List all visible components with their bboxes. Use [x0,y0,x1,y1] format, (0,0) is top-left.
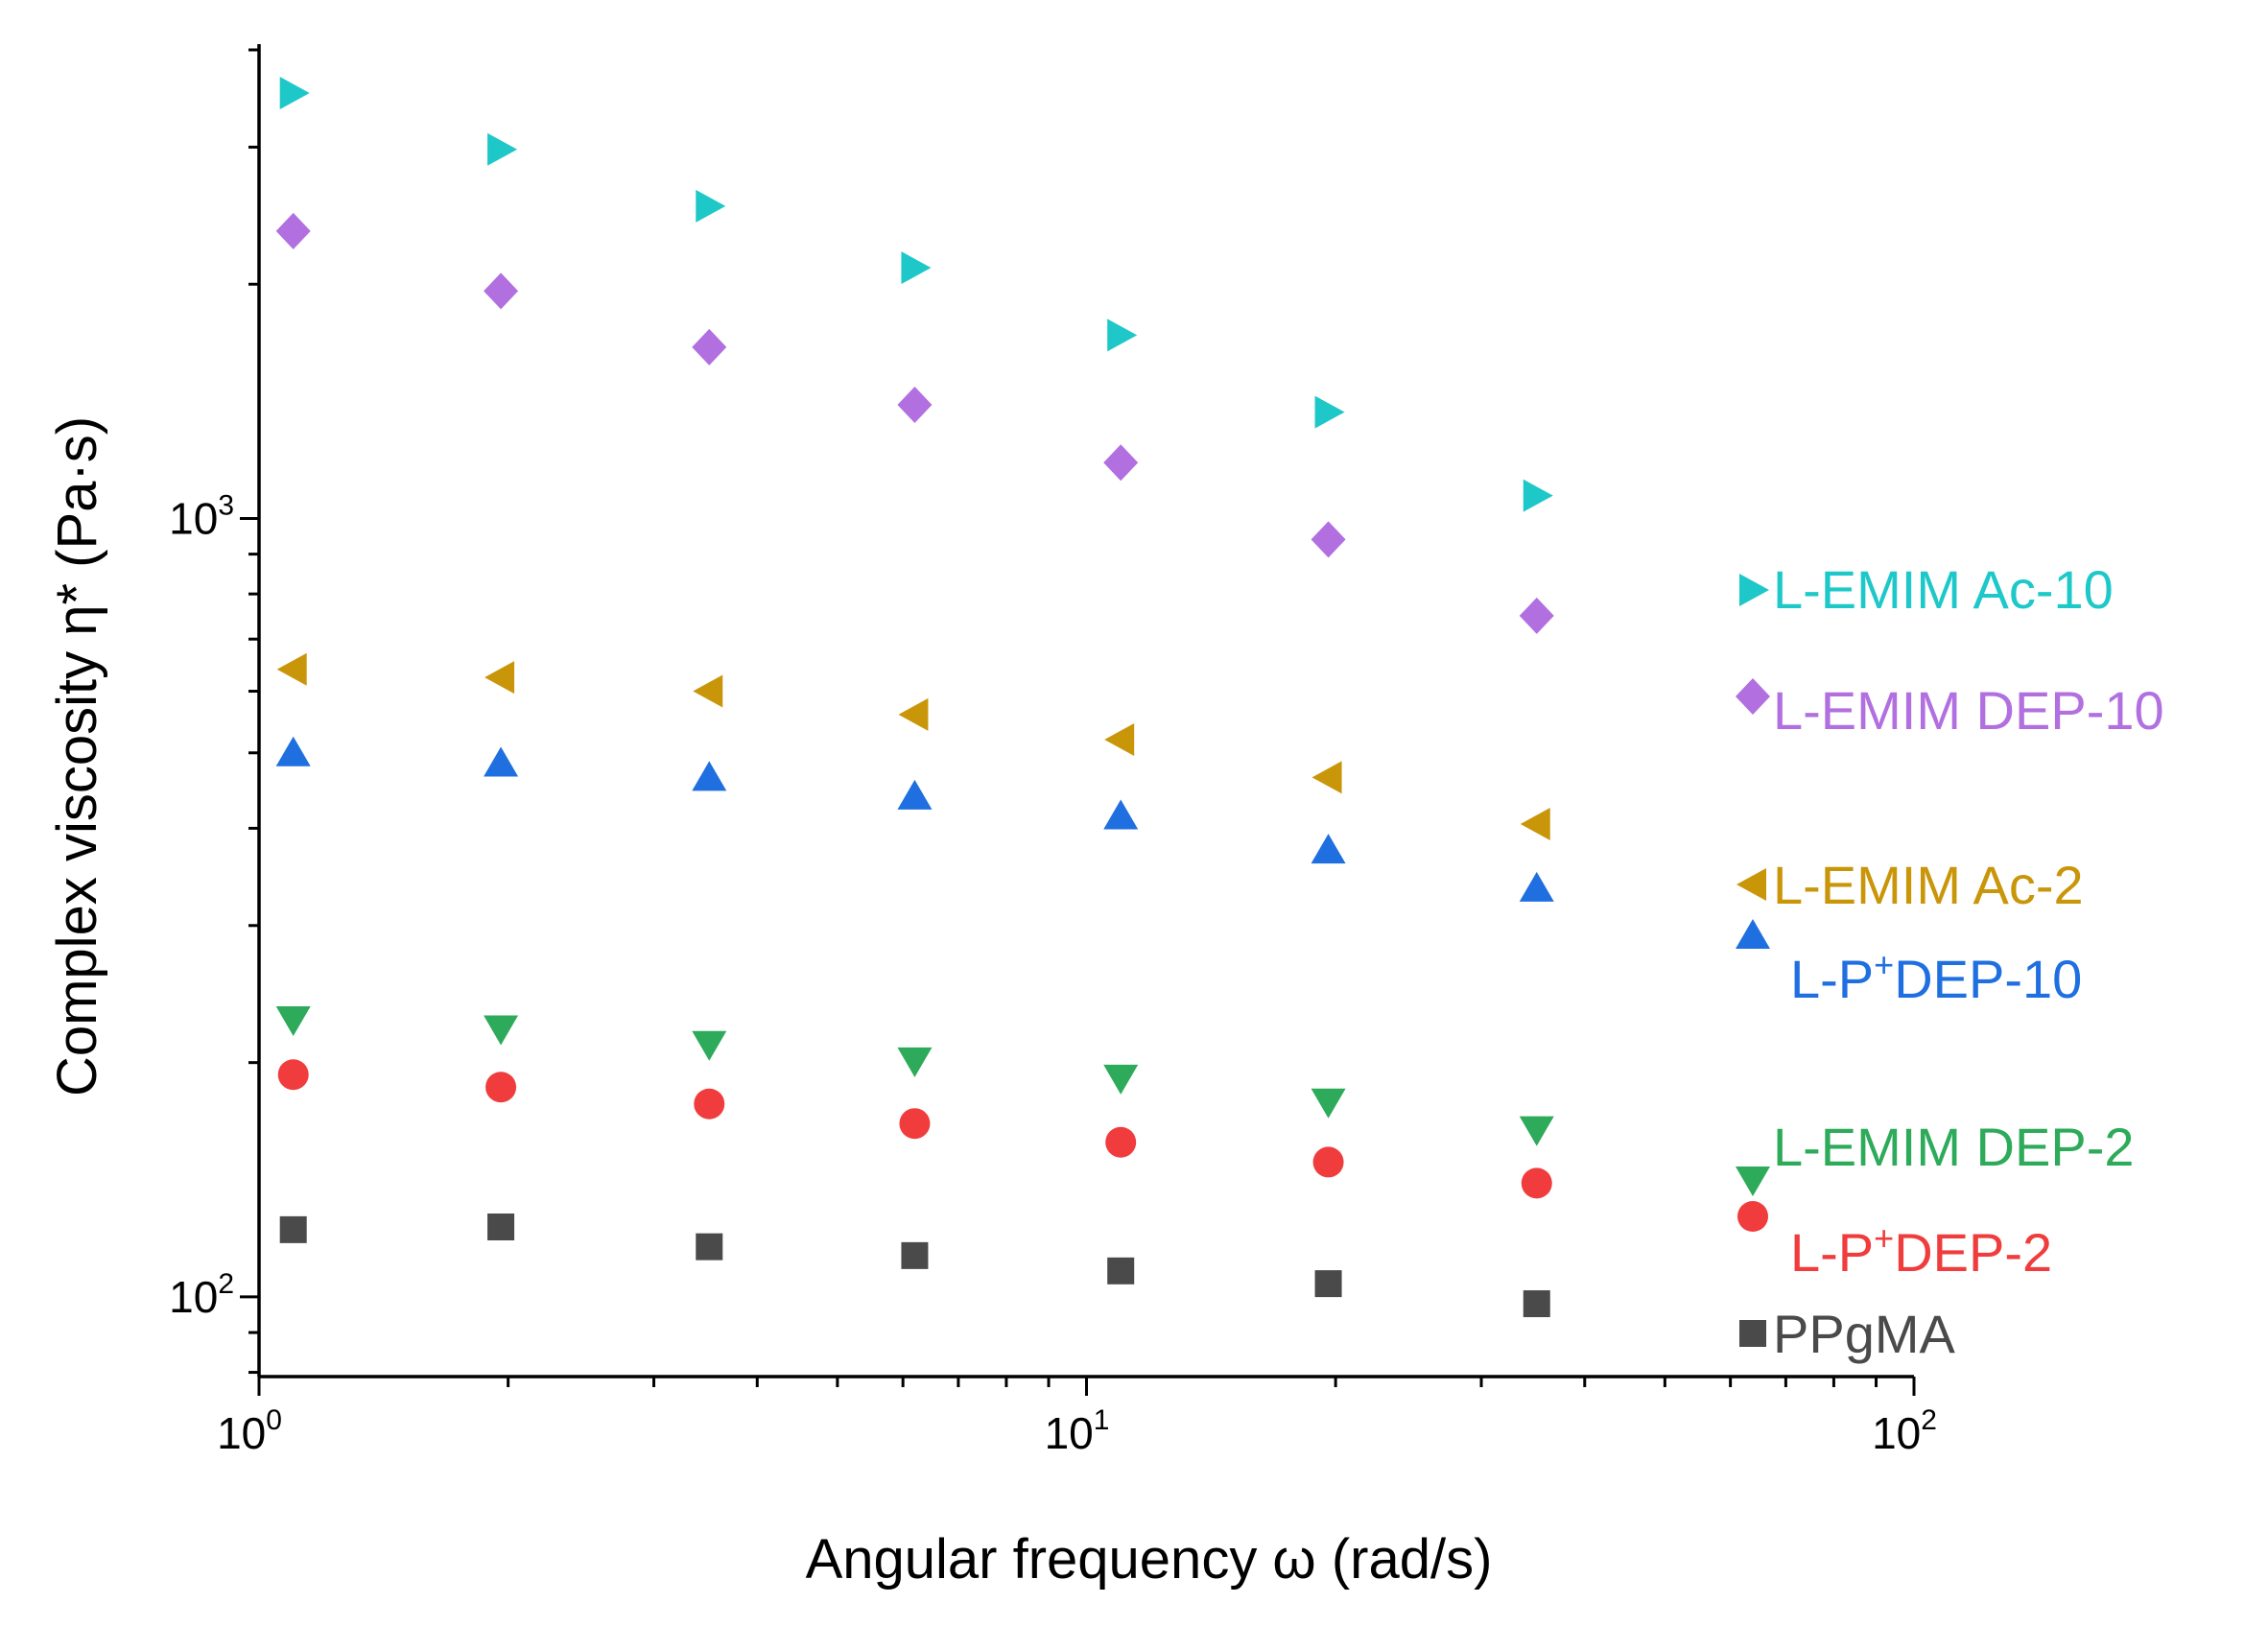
point-l-p-dep-2 [899,1108,931,1140]
point-ppgma [1314,1270,1342,1298]
legend-item-l-emim-ac-2: L-EMIM Ac-2 [1736,855,2084,915]
point-l-emim-ac-2 [276,652,307,686]
point-l-emim-dep-10 [1311,521,1346,558]
point-l-p-dep-2 [1105,1126,1137,1158]
point-l-p-dep-10 [484,746,519,777]
point-l-emim-dep-2 [275,1006,311,1037]
point-ppgma [901,1241,929,1269]
x-tick-label: 102 [1872,1404,1937,1458]
point-l-emim-dep-10 [1519,597,1554,634]
point-ppgma [1523,1290,1550,1318]
legend-label-l-emim-ac-2: L-EMIM Ac-2 [1773,855,2084,915]
legend: L-EMIM Ac-10 L-EMIM DEP-10 L-EMIM Ac-2 L-P+… [1736,559,2164,1364]
point-l-emim-ac-2 [693,674,723,708]
point-l-emim-ac-10 [1523,479,1553,512]
data-marks [275,77,1554,1318]
series-l-p-dep-2 [277,1059,1552,1199]
point-l-emim-dep-10 [1103,444,1139,482]
y-axis-title: Complex viscosity η* (Pa·s) [46,416,108,1096]
point-l-p-dep-10 [1103,799,1139,830]
series-l-emim-dep-2 [275,1006,1554,1146]
legend-label-l-emim-dep-10: L-EMIM DEP-10 [1773,680,2164,741]
point-l-emim-dep-10 [897,386,933,423]
x-tick-label: 101 [1045,1404,1110,1458]
legend-marker-l-p-dep-10 [1736,919,1770,949]
legend-item-l-p-dep-10: L-P+DEP-10 [1736,919,2082,1009]
legend-item-l-emim-ac-10: L-EMIM Ac-10 [1739,559,2114,620]
legend-marker-l-emim-ac-2 [1736,868,1766,901]
point-l-emim-ac-10 [1107,318,1138,352]
series-l-emim-dep-10 [275,212,1554,634]
point-l-p-dep-2 [694,1088,725,1120]
point-l-p-dep-2 [1521,1167,1552,1199]
legend-item-l-emim-dep-2: L-EMIM DEP-2 [1736,1117,2135,1196]
point-l-p-dep-2 [1312,1146,1344,1178]
point-l-emim-dep-2 [692,1030,727,1061]
series-ppgma [279,1213,1550,1318]
point-l-emim-ac-10 [696,189,726,223]
point-ppgma [696,1233,723,1261]
x-tick-label: 100 [217,1404,282,1458]
point-l-emim-ac-10 [901,251,932,285]
point-l-emim-dep-2 [1103,1064,1139,1095]
point-l-emim-ac-2 [484,661,515,695]
point-l-emim-dep-2 [897,1047,933,1077]
point-l-p-dep-2 [485,1072,517,1103]
series-l-emim-ac-10 [279,77,1553,512]
x-axis-title: Angular frequency ω (rad/s) [806,1528,1493,1591]
point-l-p-dep-10 [897,779,933,810]
point-l-p-dep-10 [692,761,727,791]
point-l-emim-dep-10 [275,212,311,249]
point-l-p-dep-10 [275,736,311,766]
point-ppgma [487,1213,515,1240]
legend-item-l-p-dep-2: L-P+DEP-2 [1737,1201,2052,1283]
legend-marker-ppgma [1739,1320,1766,1347]
point-l-emim-ac-10 [279,77,310,110]
legend-label-l-emim-ac-10: L-EMIM Ac-10 [1773,559,2114,620]
point-l-emim-dep-2 [1311,1088,1346,1119]
series-l-emim-ac-2 [276,652,1550,841]
y-tick-label: 102 [169,1268,234,1322]
point-l-emim-ac-10 [487,132,518,166]
point-l-emim-ac-2 [898,697,929,731]
point-l-emim-dep-2 [484,1015,519,1046]
legend-label-l-p-dep-10: L-P+DEP-10 [1790,945,2082,1009]
y-tick-label: 103 [169,490,234,544]
point-l-emim-ac-2 [1311,761,1342,794]
legend-label-ppgma: PPgMA [1773,1304,1955,1364]
point-l-p-dep-2 [277,1059,309,1091]
point-ppgma [279,1215,307,1243]
point-l-emim-dep-2 [1519,1116,1554,1146]
legend-marker-l-p-dep-2 [1737,1201,1768,1232]
point-l-emim-dep-10 [484,272,519,310]
point-l-emim-ac-2 [1104,722,1135,756]
point-l-p-dep-10 [1311,834,1346,864]
legend-marker-l-emim-ac-10 [1739,574,1769,606]
point-l-emim-ac-10 [1314,395,1345,429]
series-l-p-dep-10 [275,736,1554,902]
point-ppgma [1107,1257,1135,1285]
point-l-emim-ac-2 [1520,808,1550,841]
legend-marker-l-emim-dep-10 [1736,678,1770,715]
legend-item-l-emim-dep-10: L-EMIM DEP-10 [1736,678,2164,741]
legend-marker-l-emim-dep-2 [1736,1167,1770,1196]
axes: 100 101 102 102 103 [169,44,1937,1458]
point-l-p-dep-10 [1519,871,1554,902]
legend-item-ppgma: PPgMA [1739,1304,1955,1364]
legend-label-l-p-dep-2: L-P+DEP-2 [1790,1218,2052,1283]
legend-label-l-emim-dep-2: L-EMIM DEP-2 [1773,1117,2135,1177]
point-l-emim-dep-10 [692,328,727,365]
